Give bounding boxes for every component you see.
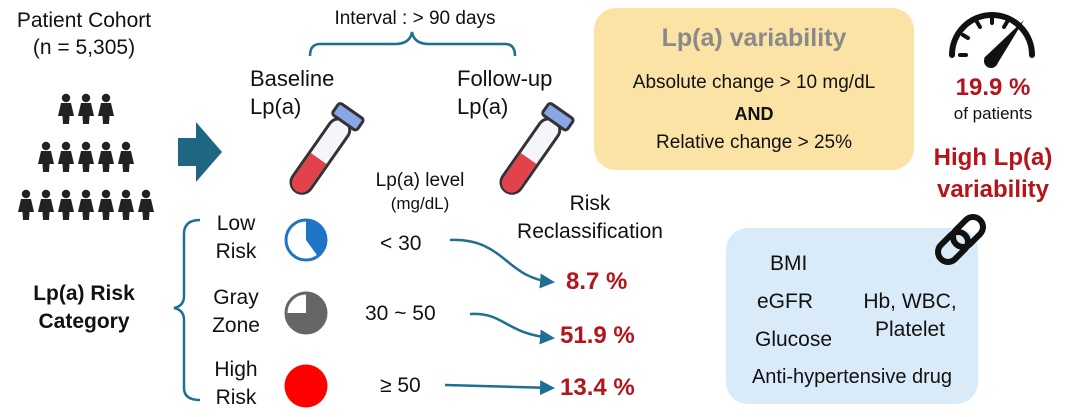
people-icon (18, 93, 154, 220)
variability-title: Lp(a) variability (661, 24, 847, 52)
threshold-gray: 30 ~ 50 (365, 302, 436, 325)
reclass-percent-gray: 51.9 % (560, 322, 635, 349)
cohort-size: (n = 5,305) (32, 36, 136, 59)
associated-factors-box (726, 228, 978, 404)
pie-high-risk (284, 364, 328, 408)
threshold-high: ≥ 50 (380, 374, 421, 397)
test-tube-icon (289, 102, 365, 195)
result-label-2: variability (936, 176, 1050, 203)
category-gray-line2: Zone (212, 314, 260, 337)
level-header-1: Lp(a) level (375, 170, 465, 191)
test-tube-icon (499, 102, 575, 195)
interval-brace (308, 31, 517, 57)
arrow-right-icon (178, 122, 222, 182)
reclass-header-1: Risk (569, 192, 611, 215)
reclass-header-2: Reclassification (517, 220, 663, 243)
pie-low-risk-fill (306, 220, 326, 257)
result-of-patients: of patients (953, 104, 1033, 123)
variability-cond2: Relative change > 25% (656, 132, 852, 153)
baseline-label-1: Baseline (250, 66, 335, 91)
variability-definition-box (594, 8, 914, 170)
factor-drug: Anti-hypertensive drug (751, 366, 953, 388)
risk-category-label-1: Lp(a) Risk (33, 282, 135, 305)
cohort-title: Patient Cohort (16, 9, 152, 32)
reclass-percent-low: 8.7 % (566, 268, 628, 295)
reclass-arrow-low (449, 238, 555, 289)
factor-platelet: Platelet (874, 318, 946, 341)
interval-label: Interval : > 90 days (334, 8, 496, 29)
result-percent: 19.9 % (955, 74, 1031, 101)
category-gray-line1: Gray (213, 286, 259, 309)
factor-egfr: eGFR (757, 290, 814, 313)
factor-hb-wbc: Hb, WBC, (863, 290, 957, 313)
gauge-icon (949, 12, 1035, 68)
followup-label-1: Follow-up (457, 66, 553, 91)
reclass-percent-high: 13.4 % (560, 374, 635, 401)
threshold-low: < 30 (380, 232, 422, 255)
risk-category-label-2: Category (38, 310, 130, 333)
followup-label-2: Lp(a) (457, 94, 509, 119)
level-header-2: (mg/dL) (390, 194, 450, 213)
category-high-line2: Risk (215, 386, 257, 409)
category-high-line1: High (214, 358, 258, 381)
category-low-line2: Risk (215, 240, 257, 263)
pie-gray-zone-fill (286, 293, 326, 333)
variability-cond1: Absolute change > 10 mg/dL (632, 72, 876, 93)
baseline-label-2: Lp(a) (250, 94, 302, 119)
category-low-line1: Low (216, 212, 256, 235)
reclass-arrow-high (444, 380, 555, 396)
variability-and: AND (734, 104, 774, 124)
risk-category-brace (173, 218, 201, 402)
reclass-arrow-gray (469, 312, 555, 345)
risk-pie-group (284, 218, 328, 408)
chain-link-icon (935, 214, 986, 265)
factor-glucose: Glucose (755, 328, 833, 351)
factor-bmi: BMI (770, 252, 808, 275)
result-label-1: High Lp(a) (933, 144, 1053, 171)
